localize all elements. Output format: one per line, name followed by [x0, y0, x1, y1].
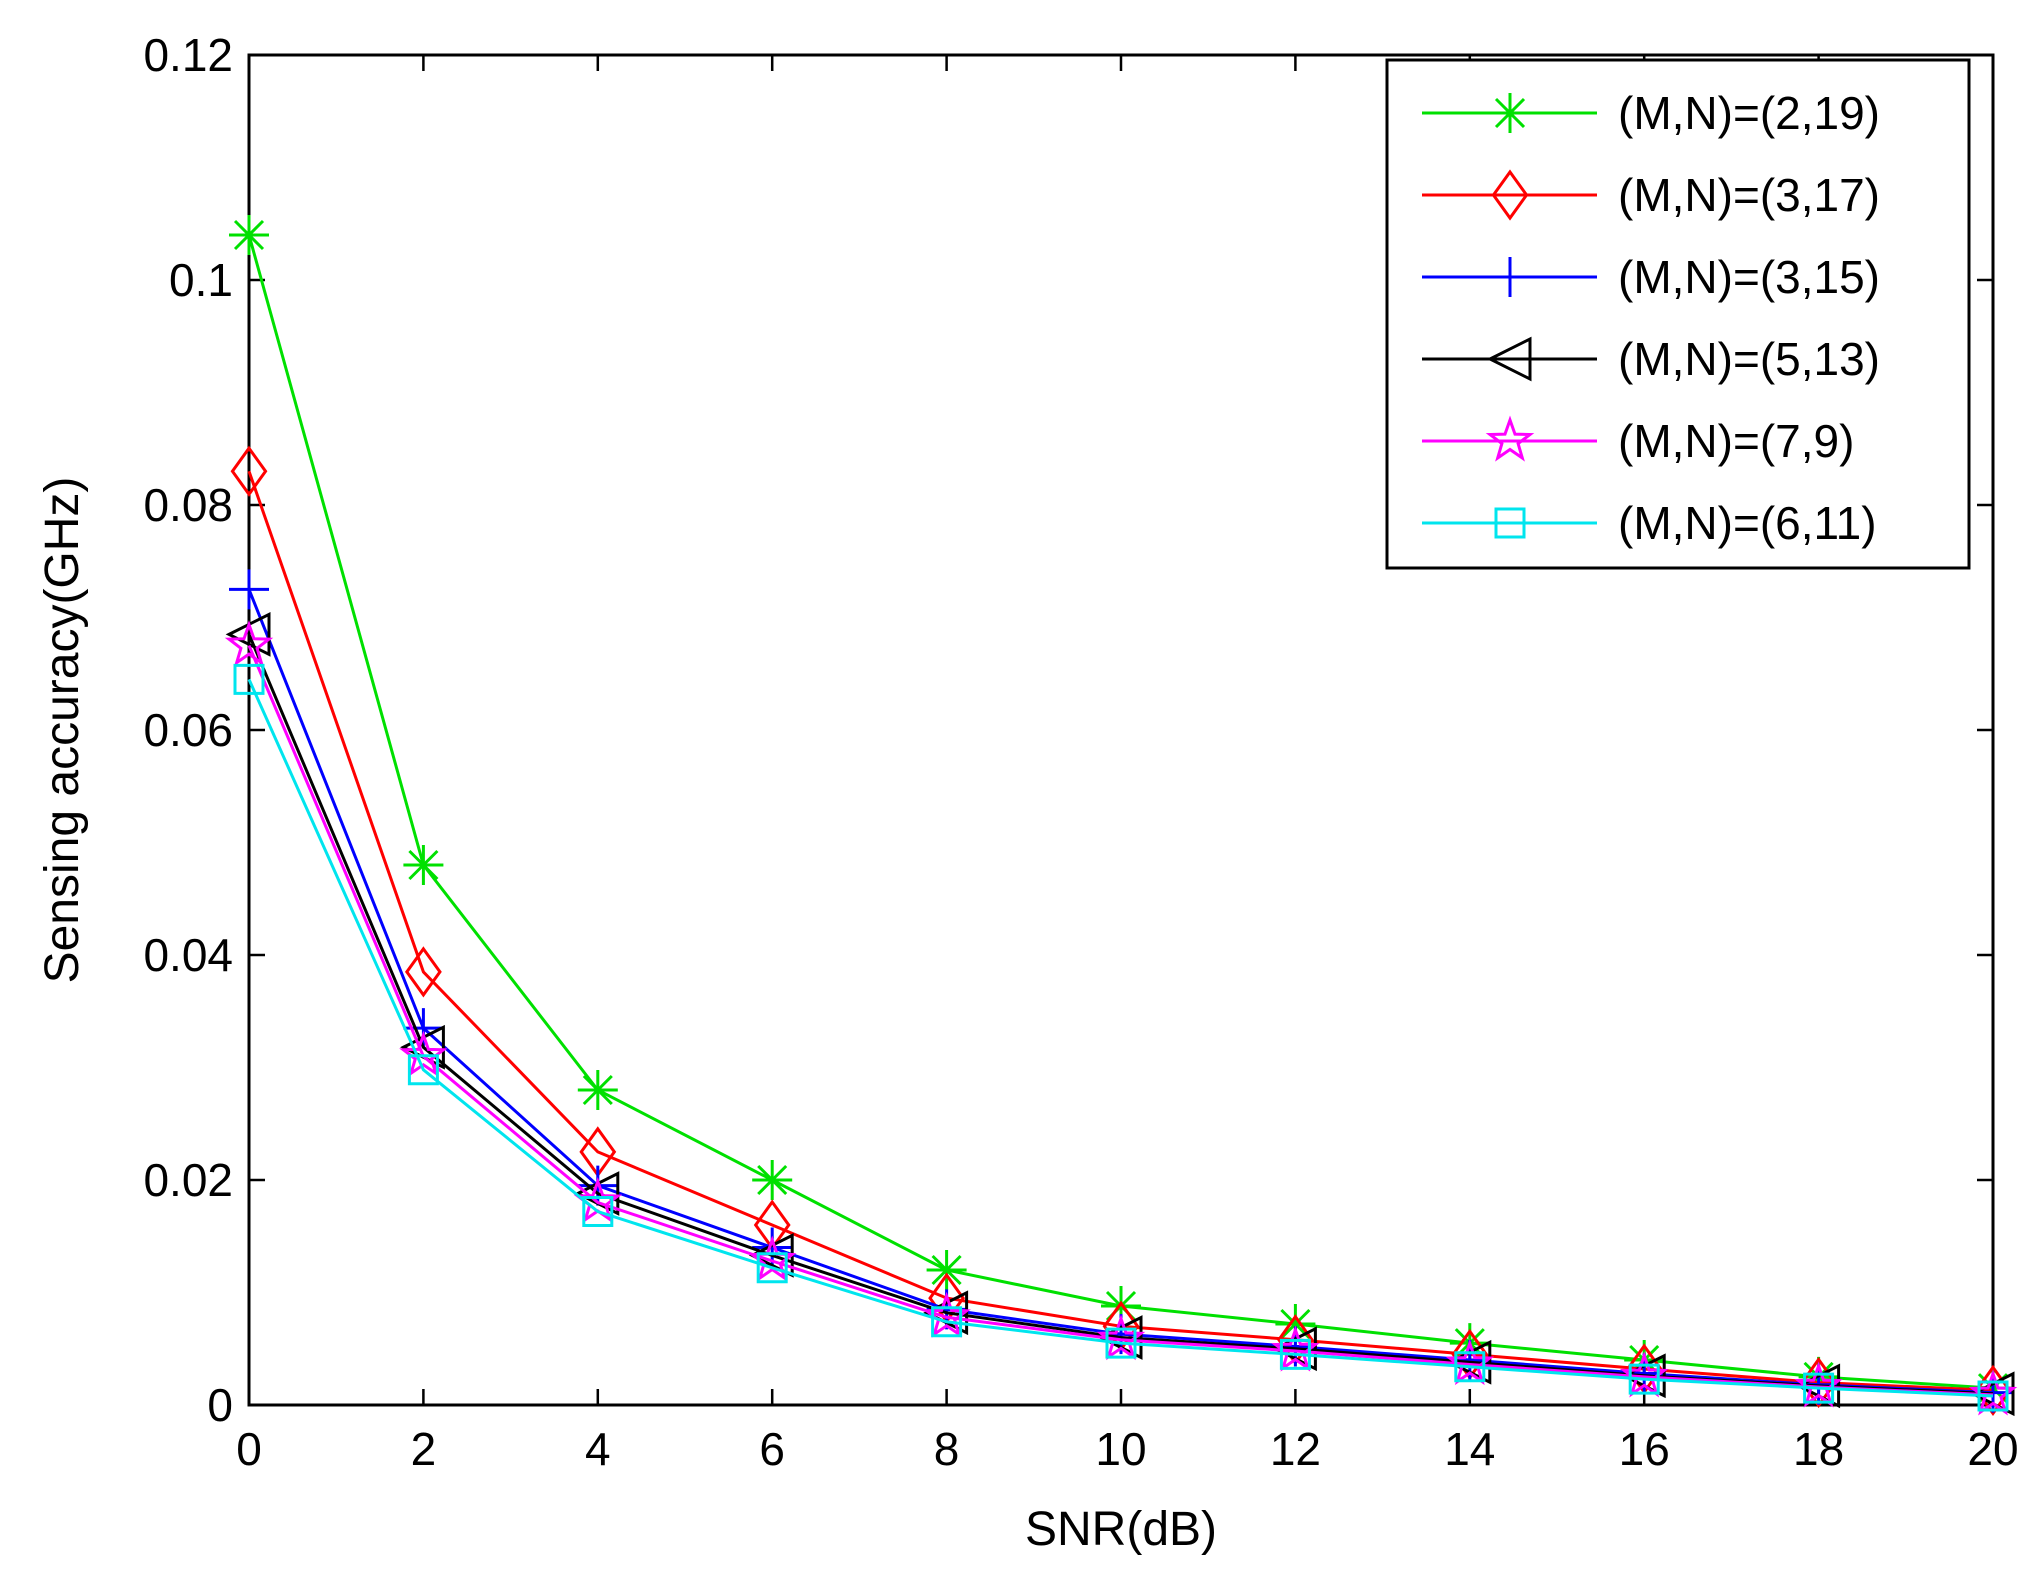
legend-marker	[1490, 93, 1530, 133]
data-point	[229, 215, 269, 255]
legend-marker	[1490, 257, 1530, 297]
legend-entry: (M,N)=(5,13)	[1422, 333, 1880, 385]
legend-marker	[1494, 507, 1526, 539]
data-point	[224, 620, 274, 667]
data-point	[582, 1196, 614, 1227]
y-tick-label: 0.02	[143, 1154, 233, 1206]
legend-marker	[1491, 169, 1529, 221]
data-point	[1977, 1380, 2009, 1412]
legend-entry: (M,N)=(3,17)	[1422, 169, 1880, 221]
legend-label: (M,N)=(3,17)	[1618, 169, 1880, 221]
data-point	[399, 1030, 448, 1077]
legend-label: (M,N)=(5,13)	[1618, 333, 1880, 385]
series-line	[247, 678, 1994, 1398]
x-tick-label: 18	[1793, 1423, 1844, 1475]
data-point	[1454, 1351, 1486, 1383]
y-tick-label: 0.1	[169, 254, 233, 306]
x-tick-label: 8	[934, 1423, 960, 1475]
data-point	[1628, 1363, 1660, 1395]
legend-box	[1385, 58, 1971, 570]
x-tick-label: 10	[1095, 1423, 1146, 1475]
data-point	[931, 1306, 963, 1338]
x-tick-labels: 0 2 4 6 8 10 12 14 16 18 20	[236, 1423, 2018, 1475]
y-tick-label: 0.08	[143, 479, 233, 531]
legend-marker	[1485, 415, 1535, 462]
x-tick-label: 0	[236, 1423, 262, 1475]
data-point	[233, 663, 265, 695]
x-tick-label: 16	[1619, 1423, 1670, 1475]
x-tick-label: 6	[759, 1423, 785, 1475]
data-point	[230, 445, 268, 497]
data-point	[403, 845, 444, 885]
legend-entry: (M,N)=(2,19)	[1422, 87, 1880, 139]
legend: (M,N)=(2,19) (M,N)=(3,17) (M,N)=(3,15) (M,N…	[1385, 58, 1971, 570]
series-5	[233, 663, 2009, 1412]
legend-label: (M,N)=(7,9)	[1618, 415, 1854, 467]
x-tick-label: 2	[411, 1423, 437, 1475]
data-point	[404, 946, 442, 998]
data-point	[1279, 1338, 1311, 1370]
data-point	[229, 569, 269, 610]
y-tick-label: 0.04	[143, 929, 233, 981]
data-point	[1803, 1372, 1835, 1404]
legend-entry: (M,N)=(6,11)	[1422, 497, 1877, 549]
legend-entry: (M,N)=(3,15)	[1422, 251, 1880, 303]
y-tick-label: 0.06	[143, 704, 233, 756]
data-point	[407, 1054, 439, 1086]
series-line	[247, 645, 1994, 1397]
x-tick-label: 20	[1967, 1423, 2018, 1475]
y-tick-label: 0	[207, 1379, 233, 1431]
y-axis-title: Sensing accuracy(GHz)	[36, 477, 89, 984]
legend-label: (M,N)=(2,19)	[1618, 87, 1880, 139]
y-tick-label: 0.12	[143, 29, 233, 81]
y-tick-labels: 0 0.02 0.04 0.06 0.08 0.1 0.12	[143, 29, 233, 1431]
legend-entry: (M,N)=(7,9)	[1422, 415, 1854, 467]
data-point	[756, 1252, 788, 1284]
x-tick-label: 12	[1270, 1423, 1321, 1475]
x-tick-label: 4	[585, 1423, 611, 1475]
data-point	[577, 1070, 618, 1110]
data-point	[1105, 1327, 1137, 1359]
legend-label: (M,N)=(3,15)	[1618, 251, 1880, 303]
data-point	[752, 1160, 793, 1200]
x-axis-title: SNR(dB)	[1025, 1503, 1217, 1556]
x-tick-label: 14	[1444, 1423, 1495, 1475]
series-group	[224, 215, 2018, 1417]
data-point	[926, 1250, 967, 1290]
legend-marker	[1486, 336, 1532, 382]
legend-label: (M,N)=(6,11)	[1618, 497, 1877, 549]
